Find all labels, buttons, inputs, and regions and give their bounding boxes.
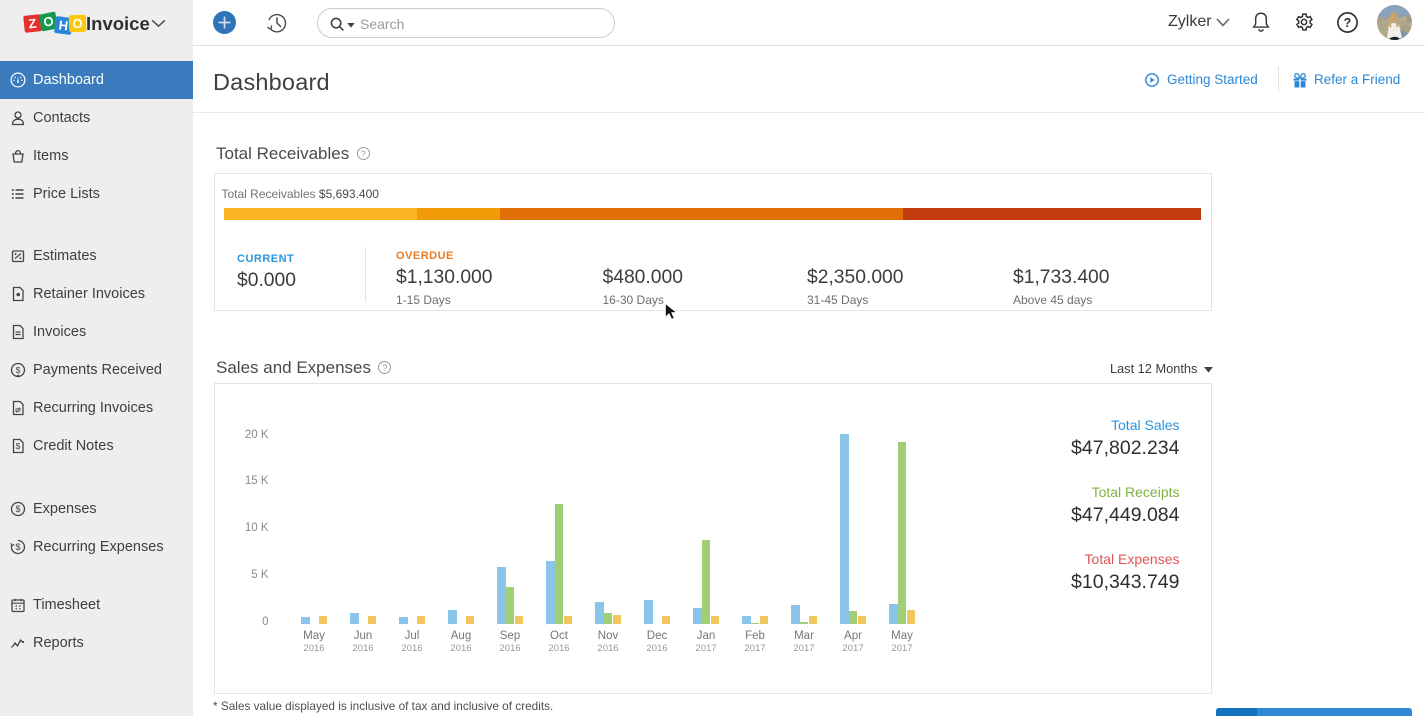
- svg-text:$: $: [16, 441, 21, 451]
- svg-text:$: $: [15, 542, 20, 552]
- svg-text:$: $: [16, 365, 21, 375]
- svg-text:?: ?: [1344, 16, 1352, 30]
- svg-text:$: $: [15, 504, 20, 514]
